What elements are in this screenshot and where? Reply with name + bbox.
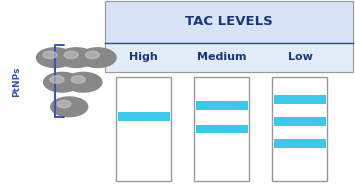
Text: TAC LEVELS: TAC LEVELS [185, 15, 273, 28]
Circle shape [79, 48, 116, 67]
Circle shape [43, 51, 57, 59]
Text: Medium: Medium [197, 52, 247, 62]
Bar [273, 77, 328, 181]
Circle shape [57, 100, 71, 108]
Circle shape [64, 51, 78, 59]
Text: High: High [130, 52, 158, 62]
Bar [274, 139, 326, 148]
Bar [116, 77, 171, 181]
Circle shape [58, 48, 95, 67]
Circle shape [86, 51, 99, 59]
Bar [274, 117, 326, 126]
Bar [196, 101, 248, 110]
Bar [105, 1, 353, 43]
Text: Low: Low [288, 52, 312, 62]
Bar [274, 95, 326, 104]
Circle shape [50, 76, 64, 83]
Bar [105, 43, 353, 72]
Bar [118, 112, 170, 121]
Circle shape [65, 72, 102, 92]
Text: PtNPs: PtNPs [12, 66, 22, 97]
Circle shape [51, 97, 88, 117]
Circle shape [37, 48, 73, 67]
Bar [196, 125, 248, 133]
Bar [105, 1, 353, 72]
Bar [195, 77, 249, 181]
Circle shape [71, 76, 85, 83]
Circle shape [44, 72, 81, 92]
